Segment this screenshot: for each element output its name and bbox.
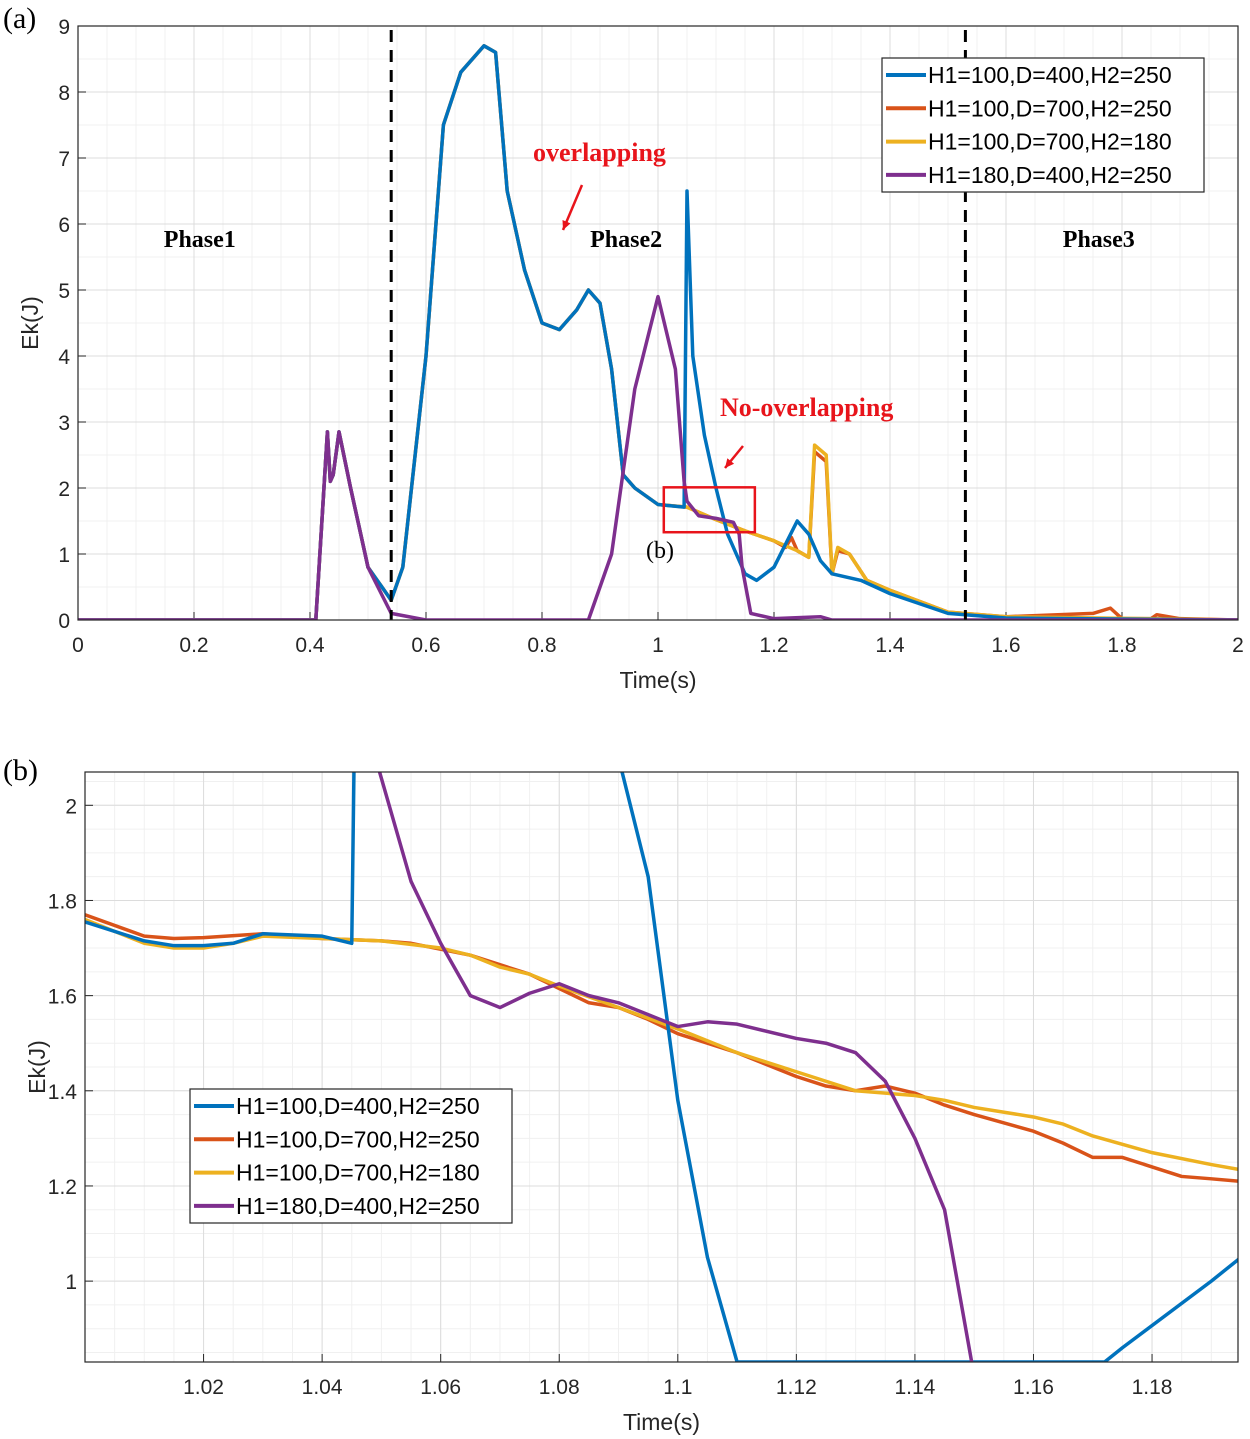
- legend-entry-2: H1=100,D=700,H2=250: [928, 95, 1172, 121]
- legend-entry-3: H1=100,D=700,H2=180: [928, 129, 1172, 155]
- y-tick-label: 1.6: [48, 986, 77, 1009]
- series-line-4: [78, 294, 1238, 620]
- y-tick-label: 0: [58, 610, 70, 633]
- no-overlapping-arrow-icon-head: [725, 458, 735, 468]
- y-tick-label: 1.8: [48, 890, 77, 913]
- series-line-4: [377, 772, 974, 1362]
- series-lines: [78, 44, 1238, 620]
- legend-entry-3: H1=100,D=700,H2=180: [236, 1160, 480, 1186]
- y-tick-label: 1: [65, 1271, 77, 1294]
- y-tick-label: 1.4: [48, 1081, 78, 1104]
- zoom-region-label: (b): [646, 538, 674, 564]
- y-tick-label: 4: [58, 346, 70, 369]
- phase2-label: Phase2: [590, 227, 662, 253]
- x-axis-label: Time(s): [623, 1409, 700, 1435]
- series-lines: [85, 772, 1238, 1362]
- y-tick-label: 2: [65, 795, 77, 818]
- y-axis-label: Ek(J): [24, 1040, 50, 1094]
- y-tick-label: 5: [58, 280, 70, 303]
- y-tick-label: 3: [58, 412, 70, 435]
- x-tick-label: 1.16: [1013, 1376, 1054, 1399]
- x-tick-label: 1.08: [539, 1376, 580, 1399]
- x-tick-label: 1: [652, 634, 664, 657]
- x-tick-label: 1.14: [894, 1376, 935, 1399]
- legend-entry-1: H1=100,D=400,H2=250: [928, 62, 1172, 88]
- y-tick-label: 1: [58, 544, 70, 567]
- x-tick-label: 0.2: [179, 634, 208, 657]
- x-tick-label: 0: [72, 634, 84, 657]
- no-overlapping-annotation: No-overlapping: [720, 393, 893, 422]
- x-tick-label: 1.8: [1107, 634, 1136, 657]
- panel-label: (a): [3, 2, 36, 35]
- x-tick-label: 2: [1232, 634, 1244, 657]
- legend: H1=100,D=400,H2=250 H1=100,D=700,H2=250 H1…: [881, 57, 1205, 193]
- x-tick-label: 0.8: [527, 634, 556, 657]
- x-axis-label: Time(s): [619, 667, 696, 693]
- y-tick-label: 8: [58, 82, 70, 105]
- chart-panel-b: 1.02 1.04 1.06 1.08 1.1 1.12 1.14 1.16 1.18 1 1.2 1…: [3, 754, 1239, 1435]
- x-tick-label: 1.6: [991, 634, 1020, 657]
- x-tick-label: 0.4: [295, 634, 325, 657]
- legend-entry-4: H1=180,D=400,H2=250: [928, 162, 1172, 188]
- chart-panel-a: 0 0.2 0.4 0.6 0.8 1 1.2 1.4 1.6 1.8 2 0 1 2 3 4 5 6 7 8 9 Pha…: [3, 2, 1244, 693]
- x-tick-label: 0.6: [411, 634, 440, 657]
- x-tick-label: 1.1: [663, 1376, 692, 1399]
- legend-entry-1: H1=100,D=400,H2=250: [236, 1093, 480, 1119]
- overlapping-arrow-icon-head: [562, 220, 571, 230]
- zoom-region-box: [662, 486, 757, 534]
- x-tick-label: 1.06: [420, 1376, 461, 1399]
- y-tick-label: 7: [58, 148, 70, 171]
- phase1-label: Phase1: [164, 227, 236, 253]
- x-tick-label: 1.2: [759, 634, 788, 657]
- legend-entry-2: H1=100,D=700,H2=250: [236, 1126, 480, 1152]
- axes-frame: [77, 25, 1239, 621]
- y-tick-label: 9: [58, 16, 70, 39]
- x-tick-label: 1.12: [776, 1376, 817, 1399]
- x-tick-label: 1.02: [183, 1376, 224, 1399]
- axes-frame: [84, 771, 1239, 1363]
- overlapping-annotation: overlapping: [533, 138, 666, 167]
- y-tick-label: 6: [58, 214, 70, 237]
- legend-entry-4: H1=180,D=400,H2=250: [236, 1193, 480, 1219]
- phase3-label: Phase3: [1063, 227, 1135, 253]
- y-tick-label: 2: [58, 478, 70, 501]
- panel-label: (b): [3, 754, 38, 787]
- legend-box: [189, 1088, 513, 1224]
- legend-box: [881, 57, 1205, 193]
- x-tick-label: 1.18: [1132, 1376, 1173, 1399]
- legend: H1=100,D=400,H2=250 H1=100,D=700,H2=250 H1…: [189, 1088, 513, 1224]
- x-tick-label: 1.04: [302, 1376, 343, 1399]
- y-axis-label: Ek(J): [17, 296, 43, 350]
- series-line-1: [85, 772, 1238, 1362]
- y-tick-label: 1.2: [48, 1176, 77, 1199]
- x-tick-label: 1.4: [875, 634, 905, 657]
